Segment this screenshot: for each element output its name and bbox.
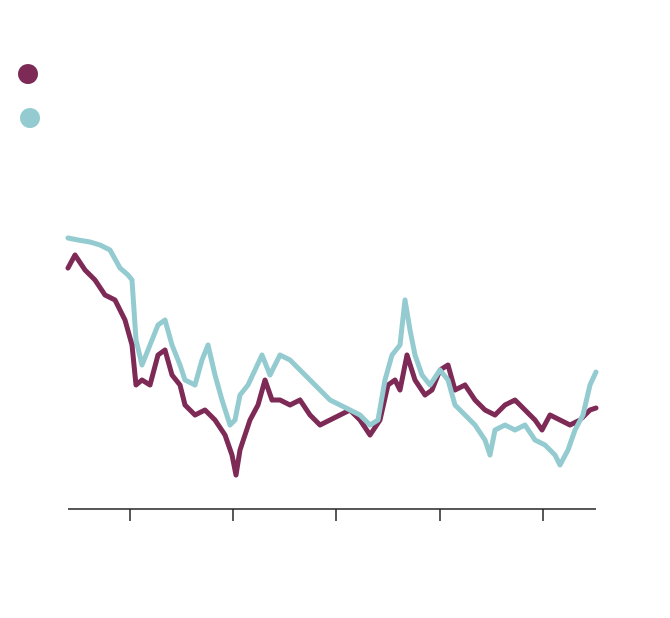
series-line xyxy=(65,235,599,468)
series-line xyxy=(65,252,599,478)
legend-marker xyxy=(18,64,38,84)
legend-marker xyxy=(20,108,40,128)
